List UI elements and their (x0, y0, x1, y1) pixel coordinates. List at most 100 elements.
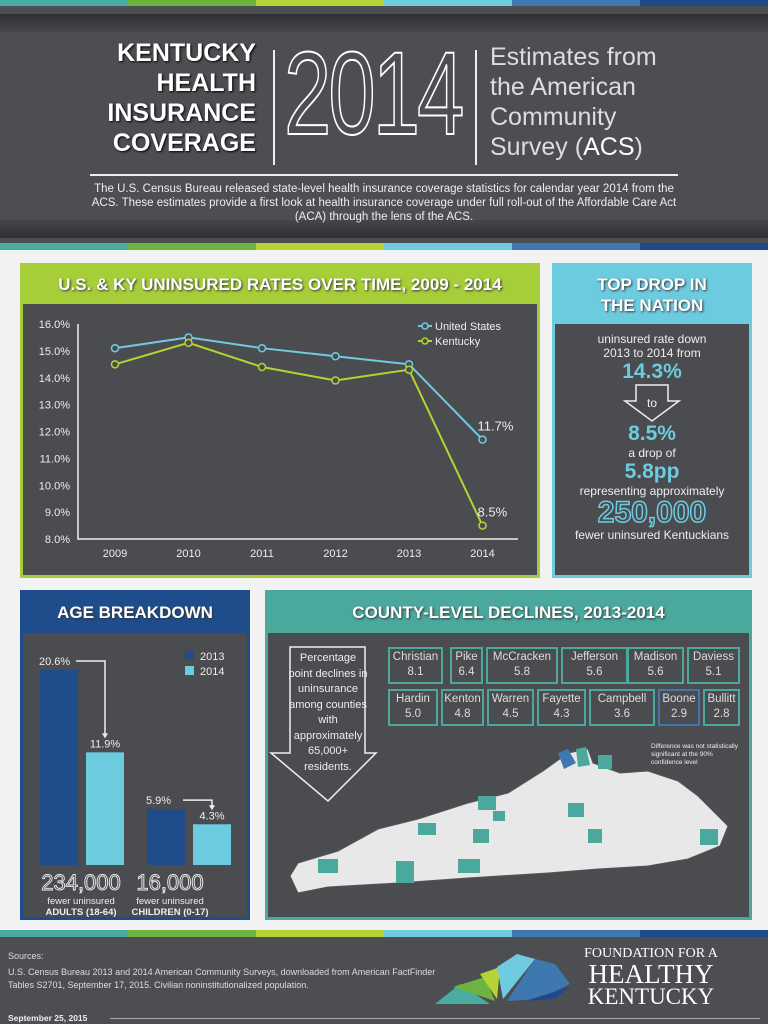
county-bullitt (493, 811, 505, 821)
bar-2014 (193, 824, 231, 865)
bar-label: 5.9% (146, 795, 171, 807)
x-tick-label: 2014 (470, 548, 494, 560)
county-bullitt: Bullitt 2.8 (703, 689, 740, 726)
significance-note: Difference was not statistically signifi… (651, 743, 738, 766)
county-mccracken: McCracken 5.8 (486, 647, 558, 684)
county-fayette: Fayette 4.3 (537, 689, 586, 726)
top-drop-panel: TOP DROP IN THE NATION uninsured rate do… (552, 263, 752, 578)
county-value: 5.0 (405, 708, 421, 720)
x-tick-label: 2010 (176, 548, 200, 560)
axes (77, 324, 518, 540)
county-value: 8.1 (407, 666, 424, 678)
count-caption: fewer uninsured (47, 896, 115, 907)
arrow-head (209, 805, 215, 811)
county-value: 4.3 (553, 708, 570, 720)
legend-swatch (185, 666, 194, 675)
county-name: Campbell (597, 693, 647, 705)
divider (273, 50, 275, 165)
age-breakdown-panel: AGE BREAKDOWN 2013 2014 20.6% 11.9% 234,000 f… (20, 590, 250, 920)
county-name: Hardin (396, 693, 430, 705)
county-name: Daviess (693, 651, 734, 663)
bar-label: 4.3% (199, 810, 224, 822)
county-warren (458, 859, 480, 873)
panel-title: U.S. & KY UNINSURED RATES OVER TIME, 200… (23, 266, 537, 304)
county-campbell: Campbell 3.6 (589, 689, 655, 726)
drop-text: representing approximately (579, 484, 725, 498)
y-tick-label: 8.0% (45, 534, 70, 546)
footer-stripe (0, 930, 768, 937)
data-point (184, 338, 193, 348)
county-kenton (576, 747, 590, 767)
x-tick-label: 2013 (397, 548, 421, 560)
count-caption: fewer uninsured (136, 896, 204, 907)
subtitle: Estimates from the American Community Su… (490, 42, 657, 162)
y-tick-label: 11.0% (40, 453, 71, 465)
county-name: Fayette (542, 693, 581, 705)
title-line: HEALTH (156, 69, 256, 97)
y-tick-label: 12.0% (39, 427, 70, 439)
x-tick-label: 2009 (103, 548, 127, 560)
panel-title-line: TOP DROP IN (597, 275, 707, 294)
subtitle-line: Survey ( (490, 133, 584, 161)
legend-label: 2013 (200, 651, 224, 663)
county-madison: Madison 5.6 (627, 647, 684, 684)
logo-line: KENTUCKY (587, 984, 715, 1009)
county-pike: Pike 6.4 (450, 647, 483, 684)
header-band (0, 14, 768, 32)
legend-marker (421, 322, 429, 330)
drop-to-value: 8.5% (628, 422, 676, 445)
drop-count: 250,000 (597, 496, 707, 529)
data-point (110, 360, 120, 369)
line-chart: 16.0% 15.0% 14.0% 13.0% 12.0% 11.0% 10.0% 9.0% 8… (39, 319, 518, 560)
end-label: 11.7% (478, 419, 514, 434)
title: KENTUCKY HEALTH INSURANCE COVERAGE (107, 38, 256, 158)
subtitle-line: Estimates from (490, 43, 657, 71)
title-line: INSURANCE (107, 99, 256, 127)
county-jefferson (478, 796, 496, 810)
arrow-callout-text: Percentage point declines in uninsurance… (288, 652, 368, 773)
county-name: Madison (633, 651, 678, 663)
y-tick-label: 15.0% (39, 346, 70, 358)
count-value: 16,000 (136, 870, 203, 895)
data-point (110, 343, 120, 353)
county-campbell (598, 755, 612, 769)
drop-text: fewer uninsured Kentuckians (574, 528, 730, 542)
county-boone (558, 749, 576, 769)
panel-title: COUNTY-LEVEL DECLINES, 2013-2014 (268, 593, 749, 633)
county-pike (700, 829, 718, 845)
county-mccracken (318, 859, 338, 873)
county-name: Bullitt (707, 693, 736, 705)
panel-title-line: THE NATION (600, 296, 704, 315)
county-hardin: Hardin 5.0 (388, 689, 438, 726)
county-value: 5.1 (705, 666, 722, 678)
divider (475, 50, 477, 165)
count-value: 234,000 (41, 870, 121, 895)
year: 2014 (283, 28, 465, 160)
county-value: 5.8 (514, 666, 530, 678)
subtitle-line: Community (490, 103, 617, 131)
county-value: 4.5 (502, 708, 519, 720)
y-tick-label: 9.0% (45, 507, 70, 519)
foundation-logo-text: FOUNDATION FOR A HEALTHY KENTUCKY (578, 946, 724, 1008)
kentucky-county-map (289, 747, 729, 894)
county-jefferson: Jefferson 5.6 (561, 647, 628, 684)
kentucky-outline (289, 748, 729, 894)
data-point (478, 435, 487, 444)
y-tick-label: 16.0% (39, 319, 70, 331)
y-tick-label: 14.0% (39, 373, 70, 385)
county-boone: Boone 2.9 (658, 689, 700, 726)
bar-2013 (147, 809, 185, 865)
county-name: Warren (491, 693, 530, 705)
county-christian (396, 861, 414, 883)
sources-label: Sources: (8, 951, 44, 961)
legend-label: Kentucky (435, 336, 481, 348)
series-line-kentucky (114, 341, 484, 526)
uninsured-rates-panel: U.S. & KY UNINSURED RATES OVER TIME, 200… (20, 263, 540, 578)
data-point (404, 365, 414, 374)
county-name: Jefferson (570, 651, 619, 663)
county-value: 6.4 (458, 666, 475, 678)
foundation-logo-icon (435, 954, 570, 1004)
county-daviess (418, 823, 436, 835)
county-value: 5.6 (586, 666, 603, 678)
data-point (478, 521, 487, 530)
